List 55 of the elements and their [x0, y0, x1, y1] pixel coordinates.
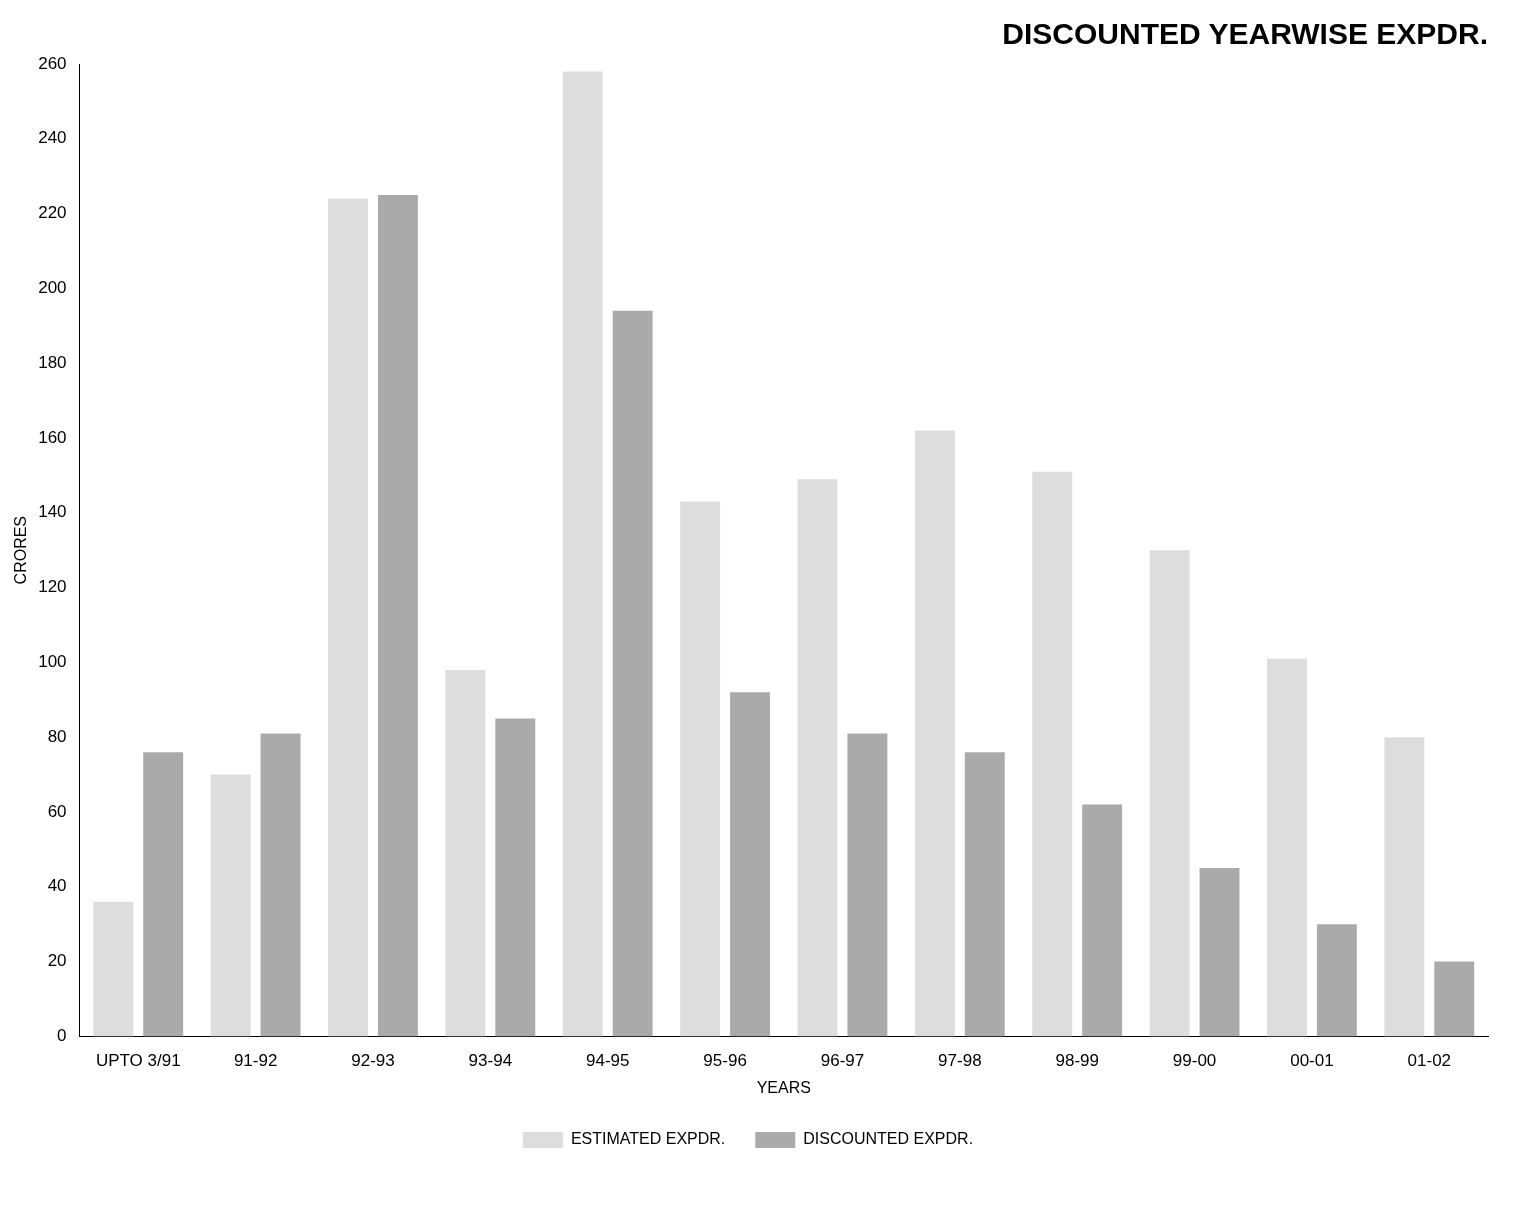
x-tick-label: 92-93 [351, 1051, 395, 1071]
x-tick-label: 96-97 [820, 1051, 865, 1071]
bar [377, 194, 418, 1037]
bar [495, 718, 536, 1037]
legend-label: ESTIMATED EXPDR. [570, 1130, 726, 1148]
bar [680, 501, 721, 1037]
bar [1032, 471, 1073, 1037]
bar [445, 669, 486, 1037]
bar [1384, 737, 1425, 1037]
bar [964, 752, 1005, 1037]
y-tick-label: 160 [38, 427, 67, 447]
y-tick-label: 0 [57, 1026, 67, 1046]
x-tick-label: 93-94 [468, 1051, 513, 1071]
x-tick-label: 94-95 [585, 1051, 630, 1071]
y-tick-label: 240 [38, 128, 67, 148]
y-tick-label: 220 [38, 203, 67, 223]
y-tick-label: 200 [38, 278, 67, 298]
legend-label: DISCOUNTED EXPDR. [803, 1130, 974, 1148]
x-tick-label: UPTO 3/91 [95, 1051, 181, 1071]
x-tick-label: 98-99 [1055, 1051, 1099, 1071]
y-tick-label: 120 [38, 577, 67, 597]
y-axis-title: CRORES [12, 515, 30, 585]
bar [260, 733, 301, 1037]
y-tick-label: 40 [47, 876, 67, 896]
x-tick-label: 91-92 [233, 1051, 278, 1071]
x-axis-title: YEARS [756, 1078, 811, 1096]
bar [93, 901, 134, 1037]
bar [1267, 658, 1307, 1037]
bar [1316, 924, 1357, 1037]
y-tick-label: 180 [38, 352, 67, 372]
bar [210, 774, 251, 1037]
y-tick-label: 20 [47, 951, 67, 971]
bar [562, 71, 603, 1037]
y-tick-label: 140 [38, 502, 67, 522]
bar [730, 692, 770, 1037]
bar [1434, 961, 1475, 1037]
x-tick-label: 99-00 [1172, 1051, 1217, 1071]
y-tick-label: 100 [38, 652, 67, 672]
bar [328, 198, 368, 1037]
bar [143, 752, 184, 1037]
x-tick-label: 00-01 [1290, 1051, 1334, 1071]
x-tick-label: 01-02 [1407, 1051, 1452, 1071]
y-tick-label: 260 [38, 53, 67, 73]
bar [1149, 550, 1190, 1037]
y-tick-label: 80 [47, 726, 67, 746]
bar [1199, 868, 1240, 1037]
bar [847, 733, 888, 1037]
y-tick-label: 60 [47, 801, 67, 821]
bar [797, 479, 838, 1037]
bar [914, 430, 955, 1037]
bar [1082, 804, 1123, 1037]
x-tick-label: 95-96 [703, 1051, 747, 1071]
chart-title: DISCOUNTED YEARWISE EXPDR. [1002, 17, 1488, 51]
x-tick-label: 97-98 [938, 1051, 982, 1071]
bar [612, 310, 653, 1037]
